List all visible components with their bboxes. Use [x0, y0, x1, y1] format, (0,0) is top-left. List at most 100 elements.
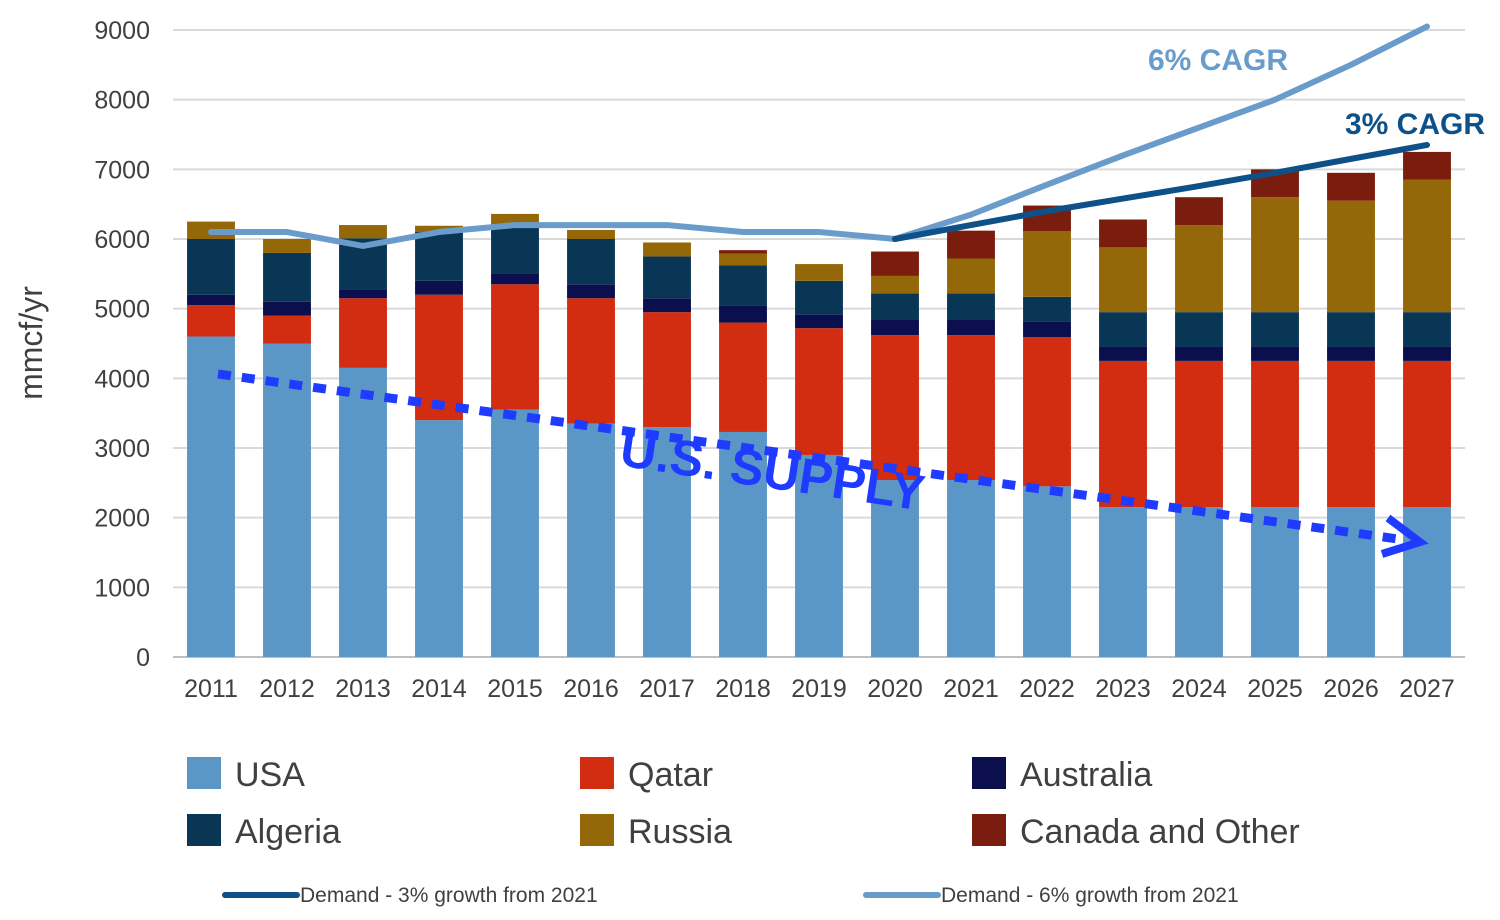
bar-segment-canada-and-other — [871, 251, 919, 276]
bar-segment-canada-and-other — [1099, 219, 1147, 248]
bar-segment-russia — [339, 225, 387, 239]
bar-segment-russia — [263, 239, 311, 253]
bar-segment-australia — [339, 289, 387, 299]
bar-segment-algeria — [643, 256, 691, 299]
bar-segment-usa — [263, 343, 311, 657]
bar-segment-australia — [567, 284, 615, 299]
bar-segment-australia — [415, 280, 463, 295]
y-tick-label: 0 — [136, 644, 150, 672]
bar-segment-russia — [643, 242, 691, 257]
bar-segment-algeria — [947, 293, 995, 320]
x-tick-label: 2017 — [639, 675, 695, 703]
y-tick-label: 7000 — [94, 156, 150, 184]
bar-segment-usa — [491, 409, 539, 657]
bar-segment-qatar — [1175, 360, 1223, 508]
bar-segment-qatar — [947, 335, 995, 481]
y-axis-label: mmcf/yr — [13, 286, 49, 400]
x-tick-label: 2015 — [487, 675, 543, 703]
y-tick-label: 6000 — [94, 226, 150, 254]
bar-segment-algeria — [263, 252, 311, 302]
legend-label: Russia — [628, 813, 732, 851]
bar-segment-russia — [1175, 225, 1223, 313]
demand-lines — [208, 23, 1430, 249]
bar-segment-algeria — [871, 293, 919, 320]
y-axis-ticks: 0 1000 2000 3000 4000 5000 6000 7000 8000 9000 — [94, 17, 150, 672]
y-tick-label: 8000 — [94, 87, 150, 115]
us-supply-arrowhead — [1380, 514, 1429, 558]
bar-segment-usa — [567, 423, 615, 657]
y-tick-label: 4000 — [94, 365, 150, 393]
bar-segment-russia — [1403, 179, 1451, 313]
bar-stack-area — [187, 151, 1451, 657]
bar-segment-qatar — [643, 312, 691, 428]
bar-segment-qatar — [719, 322, 767, 432]
bar-segment-algeria — [719, 265, 767, 306]
bar-segment-usa — [415, 420, 463, 657]
x-tick-label: 2020 — [867, 675, 923, 703]
x-tick-label: 2014 — [411, 675, 467, 703]
x-tick-label: 2011 — [184, 675, 238, 703]
bar-segment-qatar — [263, 315, 311, 344]
legend-label: Canada and Other — [1020, 813, 1300, 851]
x-axis-ticks: 2011 2012 2013 2014 2015 2016 2017 2018 2019 2020… — [184, 675, 1455, 703]
bar-segment-russia — [415, 225, 463, 233]
bar-segment-algeria — [567, 239, 615, 285]
x-tick-label: 2016 — [563, 675, 619, 703]
x-tick-label: 2021 — [943, 675, 999, 703]
x-tick-label: 2012 — [259, 675, 315, 703]
bar-segment-russia — [719, 253, 767, 266]
bar-segment-russia — [491, 213, 539, 225]
bar-segment-canada-and-other — [1327, 172, 1375, 201]
us-supply-arrow — [217, 369, 1429, 558]
bar-segment-usa — [1099, 507, 1147, 657]
y-tick-label: 9000 — [94, 17, 150, 45]
bar-segment-russia — [795, 264, 843, 281]
legend-swatch-algeria — [187, 814, 221, 846]
x-tick-label: 2025 — [1247, 675, 1303, 703]
bar-segment-algeria — [1099, 312, 1147, 347]
bar-segment-qatar — [187, 305, 235, 337]
bar-segment-qatar — [415, 294, 463, 421]
x-tick-label: 2013 — [335, 675, 391, 703]
bar-segment-usa — [643, 427, 691, 657]
x-tick-label: 2022 — [1019, 675, 1075, 703]
bar-segment-qatar — [1251, 360, 1299, 508]
bar-segment-usa — [339, 367, 387, 657]
legend-label: Algeria — [235, 813, 341, 851]
legend-swatch-qatar — [580, 757, 614, 789]
bar-segment-algeria — [1403, 312, 1451, 347]
bar-segment-canada-and-other — [947, 230, 995, 259]
legend-label: Australia — [1020, 756, 1152, 794]
bar-segment-algeria — [795, 280, 843, 315]
bar-segment-russia — [871, 275, 919, 294]
bar-segment-algeria — [491, 224, 539, 274]
bar-segment-russia — [567, 229, 615, 239]
legend-label: USA — [235, 756, 305, 794]
bar-segment-algeria — [1175, 312, 1223, 347]
bar-segment-australia — [1099, 346, 1147, 361]
bar-segment-usa — [719, 431, 767, 657]
bar-segment-qatar — [795, 328, 843, 455]
bar-segment-usa — [1175, 507, 1223, 657]
demand-6pct-line — [208, 23, 1430, 249]
bar-segment-usa — [947, 480, 995, 657]
bar-segment-australia — [947, 319, 995, 336]
bar-segment-algeria — [415, 232, 463, 281]
demand-3pct-line — [892, 141, 1430, 242]
bar-segment-algeria — [1327, 312, 1375, 347]
bar-segment-russia — [1023, 231, 1071, 297]
bar-segment-australia — [1251, 346, 1299, 361]
bar-segment-russia — [1327, 200, 1375, 313]
bar-segment-usa — [1327, 507, 1375, 657]
bar-segment-australia — [263, 301, 311, 316]
bar-segment-canada-and-other — [1175, 197, 1223, 226]
bar-segment-algeria — [187, 239, 235, 295]
legend-swatch-australia — [972, 757, 1006, 789]
bar-segment-australia — [871, 319, 919, 336]
us-supply-arrow-line — [217, 369, 1406, 545]
bar-segment-australia — [1327, 346, 1375, 361]
bar-segment-qatar — [871, 335, 919, 481]
bar-segment-algeria — [1251, 312, 1299, 347]
x-tick-label: 2019 — [791, 675, 847, 703]
